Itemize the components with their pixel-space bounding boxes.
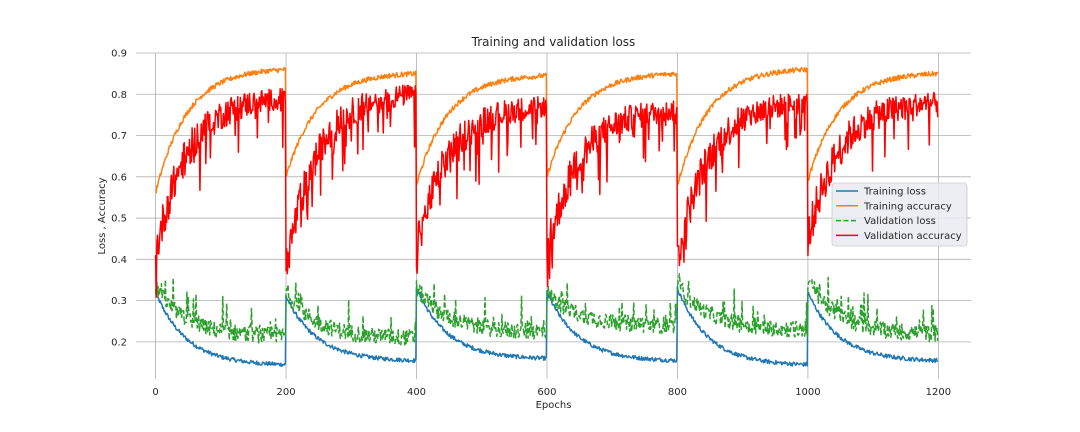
series-line — [154, 84, 939, 299]
y-tick-label: 0.8 — [111, 90, 127, 101]
x-tick-label: 800 — [668, 387, 687, 398]
x-axis-title: Epochs — [536, 400, 572, 411]
x-tick-label: 0 — [152, 387, 158, 398]
legend-box — [831, 182, 968, 247]
y-tick-label: 0.7 — [111, 131, 127, 142]
x-tick-label: 1000 — [795, 387, 820, 398]
series-layer — [154, 66, 939, 368]
legend-label: Validation loss — [864, 216, 936, 227]
y-tick-label: 0.6 — [111, 172, 127, 183]
x-tick-label: 600 — [537, 387, 556, 398]
legend-label: Training accuracy — [863, 201, 952, 212]
legend-label: Validation accuracy — [864, 231, 962, 242]
y-tick-label: 0.5 — [111, 214, 127, 225]
y-tick-label: 0.4 — [111, 255, 127, 266]
legend-label: Training loss — [863, 187, 926, 198]
x-tick-label: 1200 — [926, 387, 951, 398]
y-tick-label: 0.3 — [111, 296, 127, 307]
chart-title: Training and validation loss — [471, 35, 636, 49]
ticks: 0.2 0.3 0.4 0.5 0.6 0.7 0.8 0.9 0 200 400 600 800 100… — [111, 49, 951, 399]
series-line — [154, 273, 939, 346]
y-tick-label: 0.2 — [111, 337, 127, 348]
x-tick-label: 200 — [276, 387, 295, 398]
x-tick-label: 400 — [407, 387, 426, 398]
y-tick-label: 0.9 — [111, 49, 127, 60]
legend: Training loss Training accuracy Validation… — [831, 182, 968, 247]
y-axis-title: Loss , Accuracy — [97, 177, 108, 254]
